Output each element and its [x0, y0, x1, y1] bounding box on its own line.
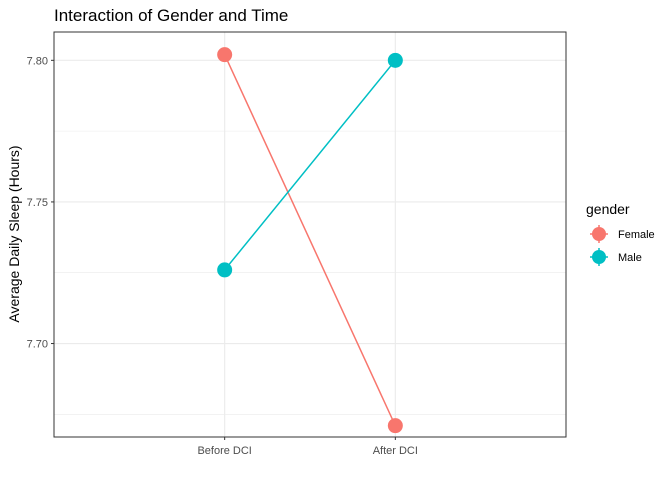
- data-point-female: [217, 47, 233, 63]
- data-point-male: [217, 262, 233, 278]
- x-tick-label: Before DCI: [197, 445, 251, 457]
- legend: gender Female Male: [586, 201, 655, 268]
- series-line-male: [224, 59, 396, 271]
- legend-key-point: [592, 250, 606, 264]
- y-axis-ticks: 7.70 7.75 7.80: [27, 55, 54, 351]
- legend-item-female: Female: [587, 223, 655, 245]
- plot-border: [53, 31, 567, 438]
- data-point-male: [387, 52, 403, 68]
- series-points: [217, 47, 403, 434]
- plot-panel: [54, 32, 566, 437]
- panel-background: [54, 32, 566, 437]
- data-point-female: [387, 418, 403, 434]
- chart-title: Interaction of Gender and Time: [54, 6, 288, 25]
- legend-label: Male: [618, 252, 642, 264]
- minor-gridlines: [54, 130, 566, 415]
- legend-label: Female: [618, 229, 655, 241]
- major-gridlines: [54, 32, 566, 437]
- legend-title: gender: [586, 201, 630, 217]
- y-tick-label: 7.70: [27, 339, 48, 351]
- legend-key-point: [592, 227, 606, 241]
- x-axis-ticks: Before DCI After DCI: [197, 437, 418, 457]
- x-tick-label: After DCI: [373, 445, 418, 457]
- legend-item-male: Male: [587, 246, 642, 268]
- series-lines: [223, 54, 397, 426]
- panel-border: [53, 31, 567, 438]
- y-tick-label: 7.80: [27, 55, 48, 67]
- series-line-female: [223, 54, 397, 426]
- y-tick-label: 7.75: [27, 197, 48, 209]
- y-axis-label: Average Daily Sleep (Hours): [6, 145, 22, 322]
